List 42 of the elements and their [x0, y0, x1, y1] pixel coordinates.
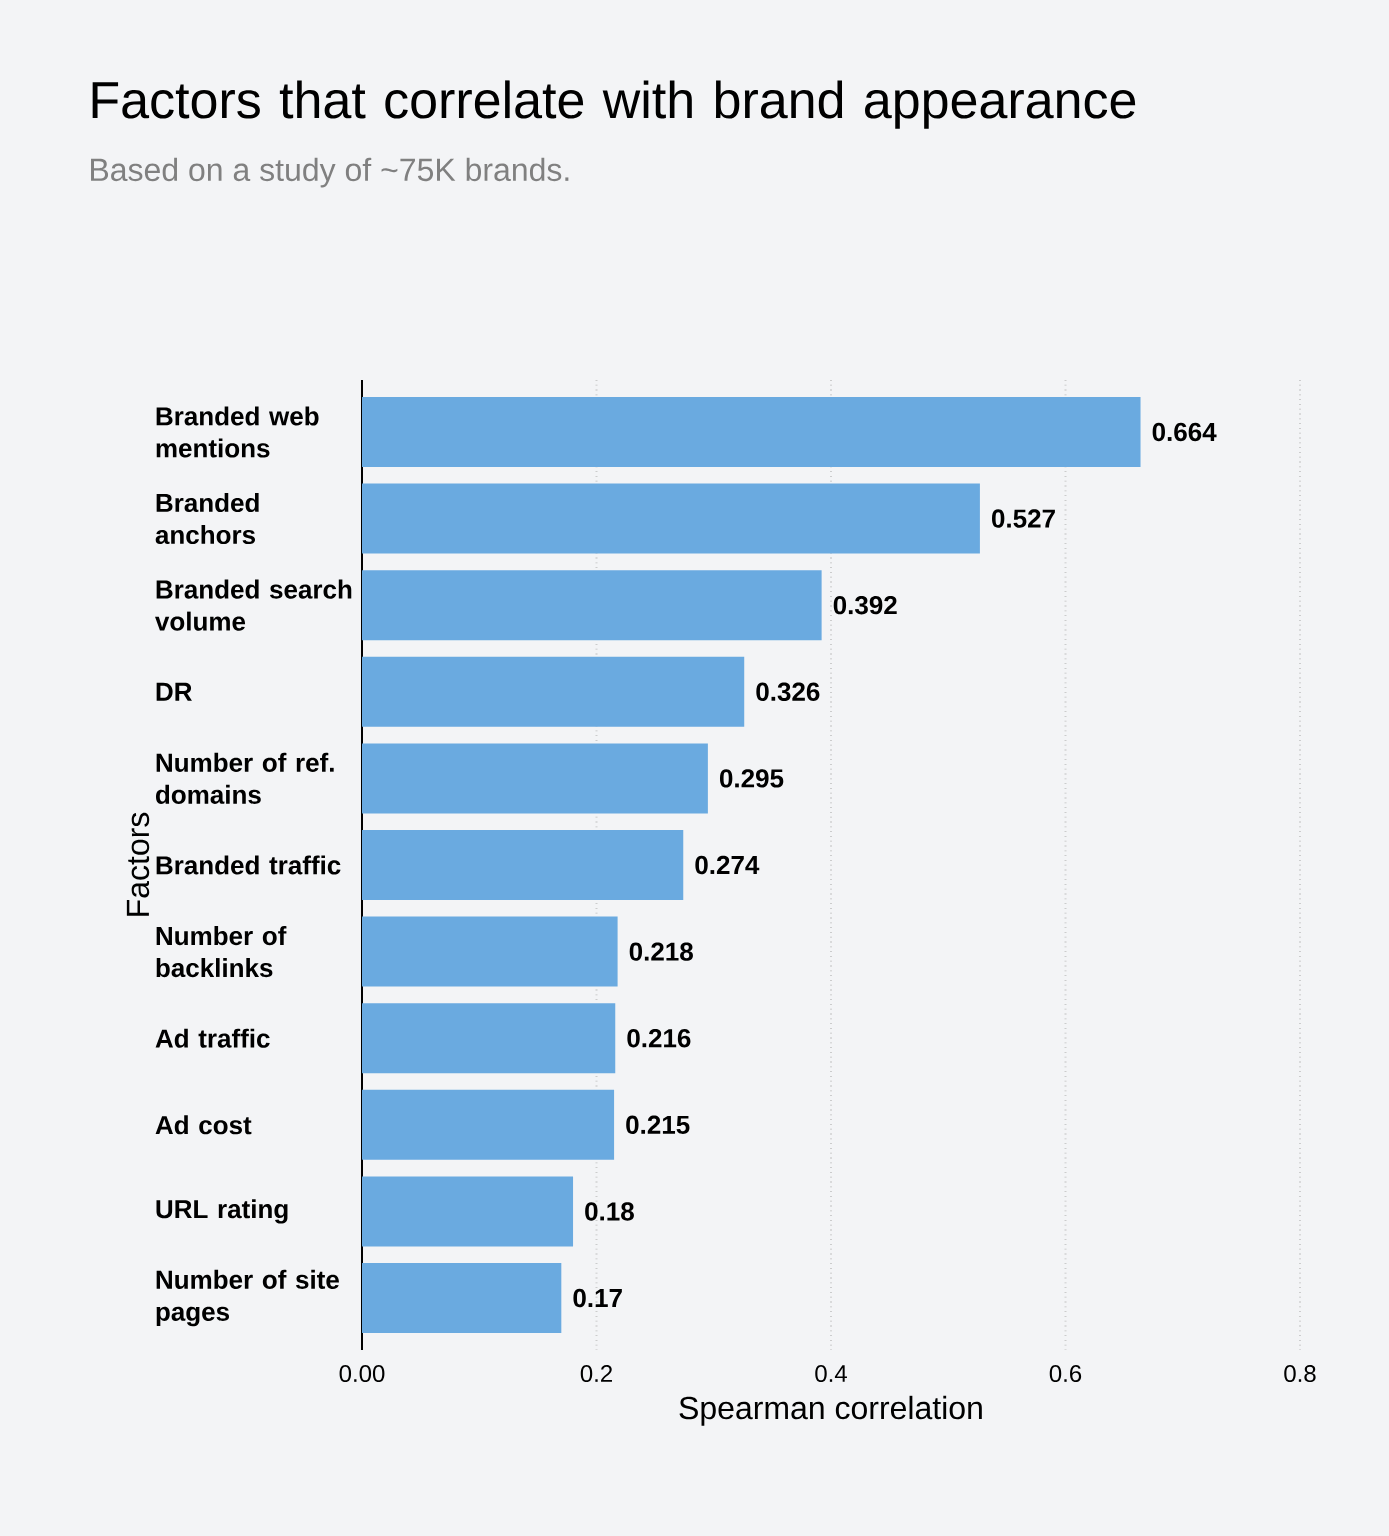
y-axis-title: Factors	[126, 812, 150, 916]
bar	[362, 483, 980, 554]
bar	[362, 570, 822, 641]
data-label: 0.295	[719, 769, 784, 788]
y-tick-label: Ad cost	[155, 1115, 252, 1135]
bar	[362, 916, 618, 987]
chart-title: Factors that correlate with brand appearance	[92, 80, 1136, 129]
data-label: 0.17	[573, 1288, 622, 1308]
y-tick-label: Ad traffic	[155, 1028, 270, 1048]
bar	[362, 743, 708, 814]
bar	[362, 1263, 562, 1334]
data-label: 0.664	[1152, 422, 1217, 442]
bar	[362, 1089, 615, 1160]
data-label: 0.215	[626, 1115, 690, 1135]
x-tick-label: 0.2	[580, 1365, 612, 1383]
y-tick-label: Branded web mentions	[156, 406, 319, 458]
chart-subtitle: Based on a study of ~75K brands.	[91, 157, 569, 188]
y-tick-label: Branded anchors	[155, 493, 259, 545]
data-label: 0.392	[833, 595, 897, 615]
data-label: 0.326	[756, 682, 820, 701]
x-tick-label: 0.8	[1284, 1365, 1316, 1383]
y-tick-label: URL rating	[156, 1199, 288, 1224]
bar	[362, 396, 1141, 467]
data-label: 0.218	[629, 942, 693, 961]
y-tick-label: Number of site pages	[156, 1269, 339, 1327]
data-label: 0.527	[992, 509, 1055, 528]
bar	[362, 1003, 616, 1074]
y-tick-label: Branded traffic	[156, 855, 341, 875]
y-tick-label: DR	[156, 682, 192, 701]
data-label: 0.216	[627, 1029, 691, 1048]
y-tick-label: Branded search volume	[155, 579, 352, 631]
bar	[362, 830, 684, 900]
bar	[362, 656, 745, 727]
x-axis-title: Spearman correlation	[679, 1395, 982, 1426]
data-label: 0.18	[585, 1202, 634, 1221]
x-tick-label: 0.6	[1049, 1365, 1082, 1383]
y-tick-label: Number of backlinks	[156, 926, 287, 978]
x-tick-label: 0.00	[339, 1365, 385, 1383]
bar	[362, 1176, 574, 1247]
x-tick-label: 0.4	[815, 1365, 847, 1383]
y-tick-label: Number of ref. domains	[156, 752, 334, 804]
data-label: 0.274	[695, 855, 760, 875]
